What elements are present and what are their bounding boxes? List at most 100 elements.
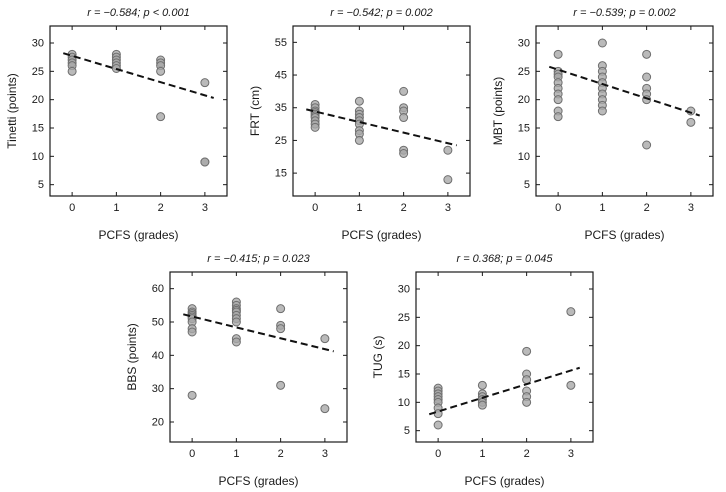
x-axis-label: PCFS (grades) [584, 228, 664, 242]
x-tick-label: 0 [189, 448, 195, 460]
y-tick-label: 30 [32, 38, 44, 50]
y-tick-label: 20 [398, 340, 410, 352]
data-point [354, 96, 364, 106]
subplot-mbt: r = −0.539; p = 0.002 0 1 2 3 5 10 15 20 25 30 PCFS… [488, 2, 724, 246]
x-tick-label: 3 [445, 202, 451, 214]
data-point [566, 307, 576, 317]
y-tick-label: 45 [275, 70, 287, 82]
y-tick-label: 25 [398, 312, 410, 324]
y-axis-label: Tinetti (points) [5, 73, 19, 149]
axis-box [49, 25, 228, 197]
data-point [67, 66, 77, 76]
data-point [276, 380, 286, 390]
chart-svg: r = 0.368; p = 0.045 0 1 2 3 5 10 15 20 25 30 PCFS … [371, 253, 594, 488]
y-axis-label: TUG (s) [371, 336, 385, 379]
y-tick-label: 20 [518, 94, 530, 106]
chart-svg: r = −0.542; p = 0.002 0 1 2 3 15 25 35 45 55 PCFS … [248, 7, 471, 242]
trend-line [183, 313, 334, 353]
x-tick-label: 2 [644, 202, 650, 214]
data-point [200, 157, 210, 167]
data-point [187, 390, 197, 400]
axis-box [169, 271, 348, 443]
trend-line [548, 65, 701, 117]
y-tick-label: 5 [524, 179, 530, 191]
data-point [566, 380, 576, 390]
y-tick-label: 30 [398, 284, 410, 296]
y-tick-label: 20 [32, 94, 44, 106]
x-tick-label: 3 [322, 448, 328, 460]
y-tick-label: 15 [518, 123, 530, 135]
data-point [642, 49, 652, 59]
chart-svg: r = −0.539; p = 0.002 0 1 2 3 5 10 15 20 25 30 PCFS… [491, 7, 714, 242]
data-point [310, 122, 320, 132]
data-point [156, 66, 166, 76]
data-point [522, 397, 532, 407]
chart-title: r = −0.415; p = 0.023 [207, 253, 310, 265]
trend-line [428, 366, 581, 416]
x-tick-label: 0 [555, 202, 561, 214]
y-axis-label: MBT (points) [491, 77, 505, 145]
y-tick-label: 10 [32, 151, 44, 163]
y-tick-label: 55 [275, 37, 287, 49]
data-point [686, 117, 696, 127]
subplot-tinetti: r = −0.584; p < 0.001 0 1 2 3 5 10 15 20 25 30 PCFS… [2, 2, 238, 246]
data-point [597, 38, 607, 48]
axis-box [292, 25, 471, 197]
data-point [156, 112, 166, 122]
x-tick-label: 0 [69, 202, 75, 214]
data-point [354, 135, 364, 145]
y-tick-label: 5 [404, 425, 410, 437]
chart-svg: r = −0.584; p < 0.001 0 1 2 3 5 10 15 20 25 30 PCFS… [5, 7, 228, 242]
data-point [187, 327, 197, 337]
data-point [231, 317, 241, 327]
y-tick-label: 15 [398, 369, 410, 381]
y-tick-label: 15 [32, 123, 44, 135]
y-tick-label: 40 [152, 350, 164, 362]
x-tick-label: 2 [524, 448, 530, 460]
x-tick-label: 2 [158, 202, 164, 214]
figure-row-bottom: r = −0.415; p = 0.023 0 1 2 3 20 30 40 50 60 PCFS … [0, 246, 726, 492]
data-point [276, 324, 286, 334]
y-tick-label: 30 [152, 383, 164, 395]
y-tick-label: 25 [275, 135, 287, 147]
y-tick-label: 50 [152, 317, 164, 329]
x-axis-label: PCFS (grades) [464, 474, 544, 488]
y-tick-label: 30 [518, 38, 530, 50]
chart-title: r = 0.368; p = 0.045 [456, 253, 553, 265]
data-point [399, 113, 409, 123]
data-point [553, 112, 563, 122]
axis-box [415, 271, 594, 443]
data-point [276, 304, 286, 314]
x-axis-label: PCFS (grades) [98, 228, 178, 242]
chart-svg: r = −0.415; p = 0.023 0 1 2 3 20 30 40 50 60 PCFS … [125, 253, 348, 488]
y-tick-label: 25 [518, 66, 530, 78]
subplot-bbs: r = −0.415; p = 0.023 0 1 2 3 20 30 40 50 60 PCFS … [122, 248, 358, 492]
x-tick-label: 1 [113, 202, 119, 214]
data-point [642, 140, 652, 150]
y-tick-label: 20 [152, 417, 164, 429]
x-tick-label: 1 [599, 202, 605, 214]
x-tick-label: 0 [312, 202, 318, 214]
y-tick-label: 5 [38, 179, 44, 191]
subplot-tug: r = 0.368; p = 0.045 0 1 2 3 5 10 15 20 25 30 PCFS … [368, 248, 604, 492]
data-point [433, 420, 443, 430]
chart-title: r = −0.584; p < 0.001 [87, 7, 189, 19]
x-axis-label: PCFS (grades) [218, 474, 298, 488]
data-point [477, 400, 487, 410]
trend-line [306, 108, 457, 147]
data-point [443, 145, 453, 155]
data-point [642, 72, 652, 82]
chart-title: r = −0.539; p = 0.002 [573, 7, 675, 19]
data-point [320, 334, 330, 344]
x-tick-label: 1 [479, 448, 485, 460]
x-tick-label: 2 [278, 448, 284, 460]
y-tick-label: 60 [152, 283, 164, 295]
y-axis-label: FRT (cm) [248, 86, 262, 136]
data-point [553, 49, 563, 59]
data-point [443, 175, 453, 185]
x-tick-label: 1 [356, 202, 362, 214]
y-tick-label: 25 [32, 66, 44, 78]
axis-box [535, 25, 714, 197]
y-axis-label: BBS (points) [125, 323, 139, 390]
